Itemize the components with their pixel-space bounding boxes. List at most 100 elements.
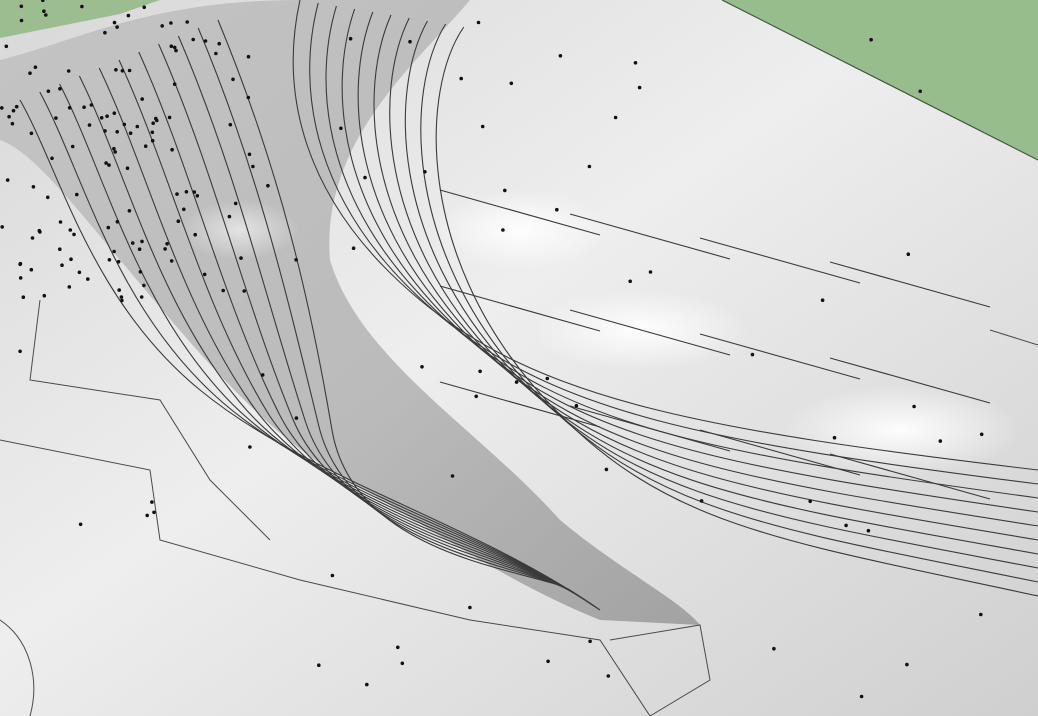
contour-line [829,453,991,500]
survey-point [112,111,117,115]
contour-line [19,99,601,611]
survey-point [905,662,909,667]
survey-point [214,51,218,56]
model-edge [29,299,271,541]
contour-line [569,309,731,356]
survey-point [14,104,19,109]
survey-point [58,87,62,91]
survey-point [7,114,11,119]
survey-point [115,130,119,134]
contour-line [439,189,601,236]
survey-point [19,4,24,9]
survey-point [29,267,34,272]
survey-point [185,20,189,24]
contour-line [569,405,731,452]
survey-point [19,18,24,23]
survey-point [160,24,164,28]
survey-point [80,4,84,9]
survey-point [120,298,124,303]
survey-point [604,467,609,472]
survey-point [114,68,118,72]
survey-point [844,523,848,528]
survey-point [474,394,479,399]
contour-line [197,27,574,593]
survey-point [587,164,592,169]
model-edge [0,619,35,716]
survey-point [50,156,54,161]
survey-point [33,65,38,69]
survey-point [21,295,26,300]
survey-point [246,95,251,100]
survey-point [42,9,46,13]
survey-point [28,71,32,75]
survey-point [99,116,104,120]
survey-point [107,163,111,167]
survey-point [113,150,117,154]
grass-area [0,0,160,38]
survey-point [423,170,427,174]
survey-point [408,39,412,44]
survey-point [82,105,86,109]
survey-point [339,126,343,131]
survey-point [115,219,120,224]
survey-point [0,106,4,110]
survey-point [558,54,563,58]
survey-point [58,247,62,251]
contour-group [19,0,1038,611]
contour-line [373,14,1038,541]
survey-point [588,639,592,644]
contour-line [699,429,861,476]
survey-point [112,249,116,254]
survey-point [150,130,155,135]
survey-point [246,54,251,59]
survey-point [112,146,116,151]
contour-line [78,75,592,605]
contour-line [177,35,577,595]
survey-point [772,646,776,651]
survey-point [142,5,146,9]
survey-point [574,403,579,408]
survey-point [172,45,177,50]
survey-point [175,192,179,196]
survey-point [119,295,124,299]
contour-line [699,333,861,380]
survey-point [127,209,132,213]
contour-line [118,59,586,601]
survey-point [126,13,131,18]
survey-point [317,663,321,667]
survey-point [294,258,298,262]
contour-line [569,213,731,260]
survey-point [103,129,107,133]
survey-point [5,178,10,182]
survey-point [478,369,482,374]
survey-point [169,44,174,48]
survey-point [193,232,197,237]
survey-point [555,207,559,212]
survey-point [67,285,72,289]
survey-point [122,122,127,127]
survey-point [184,190,189,194]
contour-line [357,11,1038,527]
survey-point [140,239,144,244]
survey-point [979,612,983,617]
survey-point [202,272,207,277]
survey-point [37,228,42,233]
survey-point [509,81,514,86]
survey-point [87,123,92,127]
survey-point [72,232,76,237]
survey-point [116,259,121,264]
survey-point [169,259,174,263]
survey-point [29,131,34,136]
survey-point [869,37,873,42]
survey-point [46,89,51,93]
survey-point [152,510,156,515]
survey-point [192,190,197,194]
survey-point [18,349,22,354]
model-edge [0,439,651,716]
ravine-slope [0,0,700,625]
survey-point [750,352,755,357]
survey-point [10,121,15,126]
survey-point [150,500,154,504]
